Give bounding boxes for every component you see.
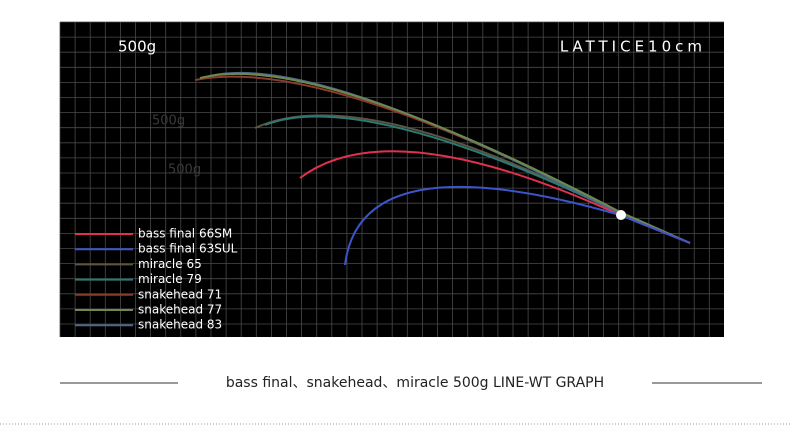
legend-label: bass final 63SUL	[138, 242, 238, 256]
legend-label: snakehead 77	[138, 303, 222, 317]
ghost-label: 500g	[152, 114, 185, 129]
caption: bass final、snakehead、miracle 500g LINE-W…	[226, 375, 604, 391]
grid	[59, 21, 724, 337]
lattice-label: LATTICE10cm	[560, 38, 706, 56]
weight-point	[616, 210, 626, 220]
legend-label: miracle 65	[138, 257, 202, 271]
ghost-label: 500g	[168, 163, 201, 178]
weight-label: 500g	[118, 38, 156, 56]
legend-label: snakehead 83	[138, 318, 222, 332]
legend-label: bass final 66SM	[138, 227, 232, 241]
legend-label: miracle 79	[138, 272, 202, 286]
curve	[199, 72, 691, 244]
curve	[344, 185, 691, 266]
curve	[299, 150, 691, 244]
curve	[264, 115, 691, 244]
legend-label: snakehead 71	[138, 287, 222, 301]
